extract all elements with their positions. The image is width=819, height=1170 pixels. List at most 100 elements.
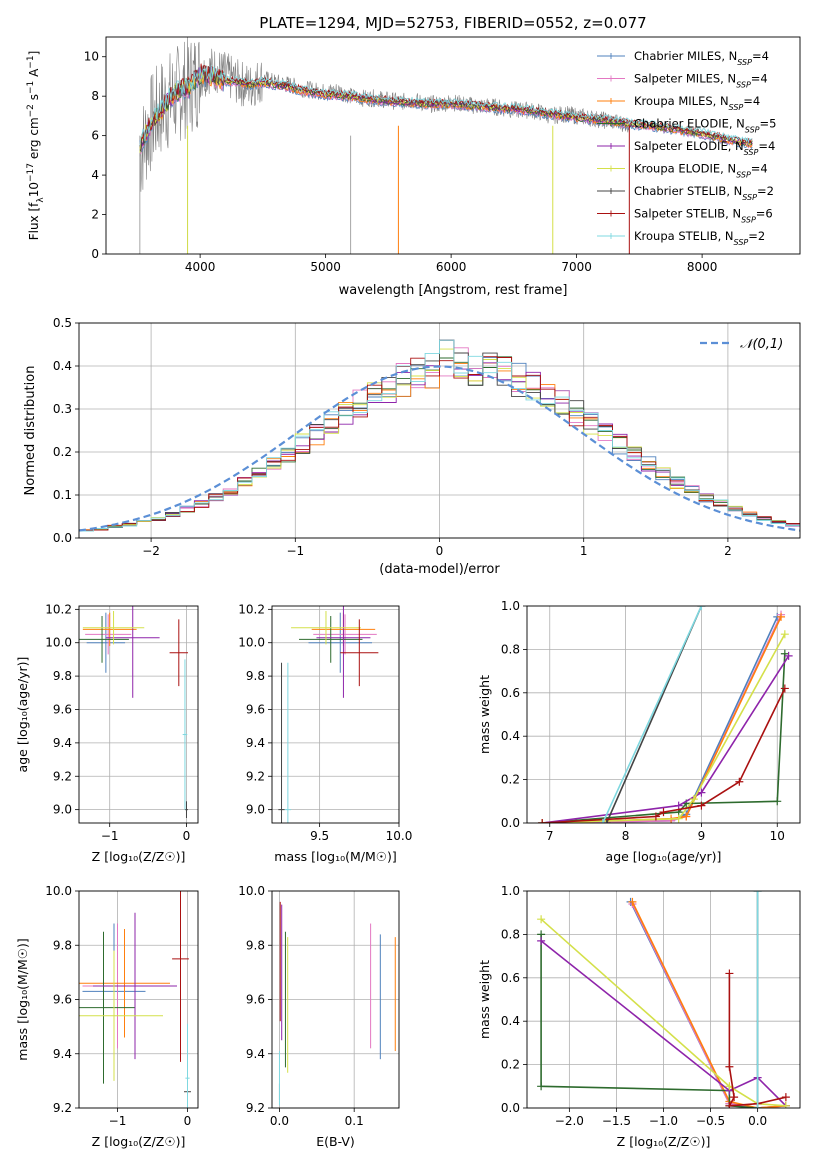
y-tick-label: 10.2 bbox=[238, 602, 265, 616]
y-tick-label: 9.8 bbox=[53, 669, 72, 683]
y-tick-label: 9.6 bbox=[53, 702, 72, 716]
spectrum-lines bbox=[139, 37, 753, 254]
x-axis-label: (data-model)/error bbox=[379, 562, 500, 577]
x-axis-label: wavelength [Angstrom, rest frame] bbox=[339, 283, 568, 298]
weight-marker bbox=[753, 1104, 762, 1108]
legend-label-tail: =4 bbox=[743, 94, 760, 108]
x-tick-label: 8 bbox=[622, 829, 630, 843]
y-tick-label: 9.4 bbox=[246, 1047, 265, 1061]
legend-label-main: Salpeter ELODIE, N bbox=[634, 139, 744, 153]
errorbars bbox=[79, 606, 189, 818]
weight-series bbox=[540, 918, 786, 1107]
weight-series bbox=[540, 940, 787, 1107]
legend-label-tail: =6 bbox=[756, 207, 773, 221]
x-tick-label: 9.5 bbox=[310, 829, 329, 843]
axes-frame bbox=[78, 890, 199, 1109]
weight-series bbox=[727, 973, 787, 1107]
y-tick-label: 0.0 bbox=[53, 531, 72, 545]
model-spectrum-line bbox=[139, 65, 753, 146]
x-axis-label: age [log₁₀(age/yr)] bbox=[606, 849, 722, 864]
weight-series bbox=[542, 688, 786, 823]
y-tick-label: 9.8 bbox=[246, 669, 265, 683]
weight-marker bbox=[773, 797, 782, 806]
normal-curve bbox=[79, 365, 800, 532]
legend-label-tail: =2 bbox=[757, 184, 774, 198]
x-tick-label: 0 bbox=[183, 829, 191, 843]
legend-label-main: Chabrier ELODIE, N bbox=[634, 117, 745, 131]
y-axis-label: mass weight bbox=[477, 960, 492, 1039]
legend-label-sub: SSP bbox=[741, 215, 756, 224]
y-tick-label: 9.4 bbox=[53, 736, 72, 750]
axes-frame bbox=[78, 605, 199, 824]
y-tick-label: 0.2 bbox=[501, 1058, 520, 1072]
y-label-part: −2 bbox=[26, 104, 36, 117]
weight-marker bbox=[659, 808, 668, 817]
y-tick-label: 10.2 bbox=[45, 602, 72, 616]
x-tick-label: 2 bbox=[724, 544, 732, 558]
weight-marker bbox=[697, 606, 706, 610]
y-label-part: ] bbox=[27, 51, 41, 56]
x-tick-label: 0.0 bbox=[270, 1114, 289, 1128]
legend-label-tail: =4 bbox=[758, 139, 775, 153]
x-tick-label: 6000 bbox=[436, 260, 467, 274]
errorbars bbox=[278, 901, 396, 1106]
y-tick-label: 0.0 bbox=[501, 816, 520, 830]
legend-label-sub: SSP bbox=[745, 125, 760, 134]
weight-marker bbox=[780, 684, 789, 693]
weight-marker bbox=[628, 897, 637, 906]
errorbars bbox=[278, 606, 379, 823]
axes-frame bbox=[271, 605, 400, 824]
y-label-part: λ bbox=[36, 197, 46, 203]
x-axis-label: E(B-V) bbox=[316, 1134, 355, 1149]
weight-marker bbox=[753, 891, 762, 895]
y-tick-label: 10.0 bbox=[238, 636, 265, 650]
y-tick-label: 0.6 bbox=[501, 971, 520, 985]
panel-5: 7 8 9 10 0.0 0.2 0.4 0.6 0.8 1.0 age [log₁₀(age/yr… bbox=[477, 599, 801, 864]
y-tick-label: 10 bbox=[84, 50, 99, 64]
x-tick-label: 10.0 bbox=[386, 829, 413, 843]
y-tick-label: 0 bbox=[91, 247, 99, 261]
legend-label-tail: =4 bbox=[751, 162, 768, 176]
y-tick-label: 9.6 bbox=[246, 702, 265, 716]
y-label-part: 10 bbox=[27, 182, 41, 197]
y-tick-label: 9.2 bbox=[246, 769, 265, 783]
weight-marker bbox=[725, 1101, 734, 1108]
weight-marker bbox=[602, 819, 611, 823]
y-tick-label: 0.2 bbox=[53, 445, 72, 459]
y-tick-label: 9.0 bbox=[246, 803, 265, 817]
y-label-part: erg cm bbox=[27, 117, 41, 163]
legend-label: Chabrier MILES, NSSP=4 bbox=[634, 49, 769, 67]
y-tick-label: 9.8 bbox=[246, 938, 265, 952]
weight-marker bbox=[725, 969, 734, 978]
weight-series bbox=[542, 614, 782, 823]
y-label-part: −1 bbox=[26, 81, 36, 94]
legend-label: Chabrier ELODIE, NSSP=5 bbox=[634, 117, 776, 135]
weight-lines bbox=[537, 891, 790, 1108]
histogram-series bbox=[79, 339, 800, 532]
chart-title: PLATE=1294, MJD=52753, FIBERID=0552, z=0… bbox=[259, 14, 646, 32]
y-axis-label: age [log₁₀(age/yr)] bbox=[15, 657, 30, 773]
legend-label-main: Kroupa STELIB, N bbox=[634, 229, 734, 243]
legend-label: 𝒩(0,1) bbox=[740, 337, 783, 352]
x-tick-label: 4000 bbox=[185, 260, 216, 274]
legend-label-sub: SSP bbox=[744, 148, 759, 157]
weight-marker bbox=[538, 819, 547, 823]
weight-marker bbox=[537, 1082, 546, 1091]
legend-label-sub: SSP bbox=[736, 170, 751, 179]
y-tick-label: 0.8 bbox=[501, 642, 520, 656]
y-tick-label: 0.4 bbox=[53, 359, 72, 373]
y-tick-label: 9.8 bbox=[53, 938, 72, 952]
y-axis-label: mass weight bbox=[477, 675, 492, 754]
x-tick-label: 0 bbox=[184, 1114, 192, 1128]
x-tick-label: 0.0 bbox=[748, 1114, 767, 1128]
weight-marker bbox=[784, 651, 793, 660]
x-axis-label: mass [log₁₀(M/M☉)] bbox=[274, 849, 396, 864]
legend-label-main: Salpeter STELIB, N bbox=[634, 207, 741, 221]
y-axis-label: Normed distribution bbox=[23, 366, 38, 496]
x-tick-label: 10 bbox=[770, 829, 785, 843]
y-tick-label: 9.4 bbox=[246, 736, 265, 750]
legend-label-main: Chabrier STELIB, N bbox=[634, 184, 742, 198]
y-tick-label: 0.3 bbox=[53, 402, 72, 416]
x-tick-label: 7 bbox=[546, 829, 554, 843]
legend-label-tail: =4 bbox=[752, 49, 769, 63]
